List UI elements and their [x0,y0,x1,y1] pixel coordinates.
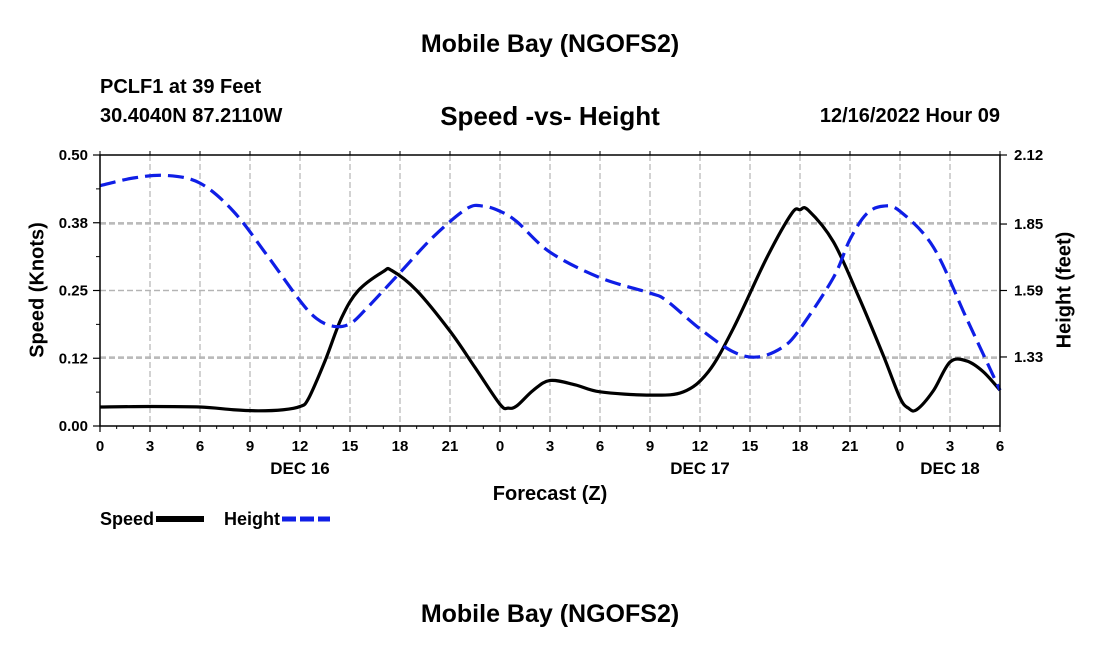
chart-subtitle: Speed -vs- Height [440,101,660,131]
x-tick-label: 0 [896,438,904,455]
x-tick-label: 6 [996,438,1004,455]
x-axis-label: Forecast (Z) [492,483,608,505]
series-line-height [99,173,1002,391]
y-left-tick-label: 0.12 [59,350,88,367]
x-tick-label: 3 [946,438,954,455]
date-label: DEC 16 [270,459,330,478]
footer-title: Mobile Bay (NGOFS2) [420,600,680,628]
legend-swatch-height [282,516,331,522]
x-tick-label: 18 [392,438,409,455]
x-tick-label: 3 [546,438,554,455]
y-left-tick-label: 0.00 [59,418,88,435]
x-tick-label: 12 [292,438,309,455]
station-label: PCLF1 at 39 Feet [100,76,262,98]
legend-item-height: Height [224,509,332,530]
x-tick-label: 3 [146,438,154,455]
legend-item-speed: Speed [100,509,206,530]
x-tick-label: 15 [742,438,759,455]
coordinates-label: 30.4040N 87.2110W [100,105,283,127]
date-label: DEC 18 [920,459,980,478]
legend-label-height: Height [224,508,281,529]
x-tick-label: 12 [692,438,709,455]
y-right-tick-label: 1.59 [1014,283,1043,300]
y-right-tick-label: 1.33 [1014,349,1043,366]
y-left-tick-label: 0.50 [59,147,88,164]
legend-swatch-speed [156,516,205,522]
series-line-speed [99,206,1002,413]
forecast-datetime: 12/16/2022 Hour 09 [819,105,1000,127]
legend: Speed Height [100,508,350,530]
y-right-tick-label: 2.12 [1014,147,1043,164]
x-tick-label: 6 [596,438,604,455]
date-label: DEC 17 [670,459,730,478]
grid [100,155,1000,426]
y-right-tick-label: 1.85 [1014,216,1043,233]
x-tick-label: 18 [792,438,809,455]
x-tick-label: 0 [496,438,504,455]
x-tick-label: 9 [246,438,254,455]
legend-label-speed: Speed [100,508,155,529]
series-layer [99,173,1002,413]
x-tick-label: 9 [646,438,654,455]
x-tick-label: 21 [842,438,859,455]
x-tick-label: 6 [196,438,204,455]
y-left-tick-label: 0.25 [59,283,88,300]
axes: 0 3 6 9 12 15 18 21 0 3 6 9 12 15 18 21 0 3 6 DEC 16 DEC 17 D… [59,147,1043,478]
y-left-tick-label: 0.38 [59,215,88,232]
x-tick-label: 15 [342,438,359,455]
x-tick-label: 21 [442,438,459,455]
chart-title: Mobile Bay (NGOFS2) [420,30,680,58]
x-tick-label: 0 [96,438,104,455]
